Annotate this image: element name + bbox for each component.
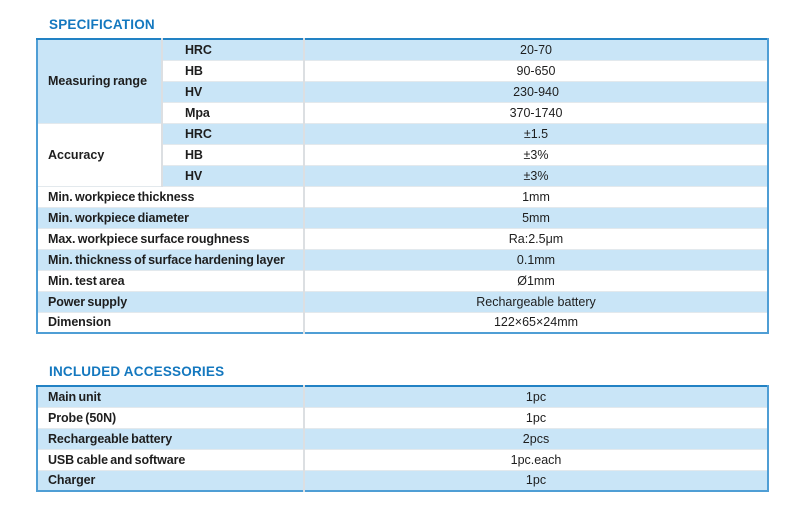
table-row: HV ±3% xyxy=(37,165,768,187)
row-label-cell: Rechargeable battery xyxy=(37,428,305,450)
row-value-cell: 122×65×24mm xyxy=(304,312,768,334)
sub-label-cell: HRC xyxy=(162,123,305,145)
sub-label-cell: HRC xyxy=(162,39,305,61)
table-row: USB cable and software 1pc.each xyxy=(37,449,768,471)
table-row: Mpa 370-1740 xyxy=(37,102,768,124)
table-row: HB 90-650 xyxy=(37,60,768,82)
table-row: HB ±3% xyxy=(37,144,768,166)
row-value-cell: 90-650 xyxy=(304,60,768,82)
table-row: Measuring range HRC 20-70 xyxy=(37,39,768,124)
specification-section: SPECIFICATION Measuring range HRC 20-70 HB 9… xyxy=(36,17,807,334)
table-row: Accuracy HRC ±1.5 xyxy=(37,123,768,187)
page: SPECIFICATION Measuring range HRC 20-70 HB 9… xyxy=(36,17,807,492)
table-row: HV 230-940 xyxy=(37,81,768,103)
row-value-cell: 1pc.each xyxy=(304,449,768,471)
row-value-cell: 2pcs xyxy=(304,428,768,450)
table-row: Probe (50N) 1pc xyxy=(37,407,768,429)
group-label-cell: Measuring range xyxy=(37,39,163,124)
row-value-cell: 1mm xyxy=(304,186,768,208)
row-value-cell: 1pc xyxy=(304,386,768,408)
specification-table: Measuring range HRC 20-70 HB 90-650 HV 230-940… xyxy=(36,38,769,334)
table-row: Rechargeable battery 2pcs xyxy=(37,428,768,450)
accessories-table: Main unit 1pc Probe (50N) 1pc Rechargeable b… xyxy=(36,385,769,492)
accessories-section: INCLUDED ACCESSORIES Main unit 1pc Probe (… xyxy=(36,364,807,492)
row-value-cell: ±1.5 xyxy=(304,123,768,145)
row-label-cell: Min. thickness of surface hardening laye… xyxy=(37,249,305,271)
table-row: Charger 1pc xyxy=(37,470,768,492)
table-row: Power supply Rechargeable battery xyxy=(37,291,768,313)
row-value-cell: Rechargeable battery xyxy=(304,291,768,313)
row-value-cell: 20-70 xyxy=(304,39,768,61)
row-label-cell: Min. test area xyxy=(37,270,305,292)
table-row: Dimension 122×65×24mm xyxy=(37,312,768,334)
row-label-cell: USB cable and software xyxy=(37,449,305,471)
row-value-cell: Ø1mm xyxy=(304,270,768,292)
row-value-cell: 370-1740 xyxy=(304,102,768,124)
sub-label-cell: HV xyxy=(162,81,305,103)
row-value-cell: 1pc xyxy=(304,407,768,429)
specification-table-body: Measuring range HRC 20-70 HB 90-650 HV 230-940… xyxy=(37,39,768,334)
row-label-cell: Charger xyxy=(37,470,305,492)
row-label-cell: Min. workpiece diameter xyxy=(37,207,305,229)
sub-label-cell: Mpa xyxy=(162,102,305,124)
row-value-cell: 0.1mm xyxy=(304,249,768,271)
row-value-cell: ±3% xyxy=(304,165,768,187)
row-label-cell: Max. workpiece surface roughness xyxy=(37,228,305,250)
row-value-cell: ±3% xyxy=(304,144,768,166)
table-row: Main unit 1pc xyxy=(37,386,768,408)
table-row: Min. thickness of surface hardening laye… xyxy=(37,249,768,271)
row-label-cell: Power supply xyxy=(37,291,305,313)
row-label-cell: Min. workpiece thickness xyxy=(37,186,305,208)
row-value-cell: 5mm xyxy=(304,207,768,229)
row-value-cell: 230-940 xyxy=(304,81,768,103)
table-row: Max. workpiece surface roughness Ra:2.5μm xyxy=(37,228,768,250)
accessories-table-body: Main unit 1pc Probe (50N) 1pc Rechargeable b… xyxy=(37,386,768,492)
row-label-cell: Probe (50N) xyxy=(37,407,305,429)
table-row: Min. test area Ø1mm xyxy=(37,270,768,292)
row-label-cell: Dimension xyxy=(37,312,305,334)
sub-label-cell: HB xyxy=(162,144,305,166)
row-value-cell: Ra:2.5μm xyxy=(304,228,768,250)
accessories-title: INCLUDED ACCESSORIES xyxy=(49,364,225,379)
row-value-cell: 1pc xyxy=(304,470,768,492)
specification-title: SPECIFICATION xyxy=(49,17,155,32)
table-row: Min. workpiece thickness 1mm xyxy=(37,186,768,208)
sub-label-cell: HV xyxy=(162,165,305,187)
group-label-cell: Accuracy xyxy=(37,123,163,187)
row-label-cell: Main unit xyxy=(37,386,305,408)
table-row: Min. workpiece diameter 5mm xyxy=(37,207,768,229)
sub-label-cell: HB xyxy=(162,60,305,82)
